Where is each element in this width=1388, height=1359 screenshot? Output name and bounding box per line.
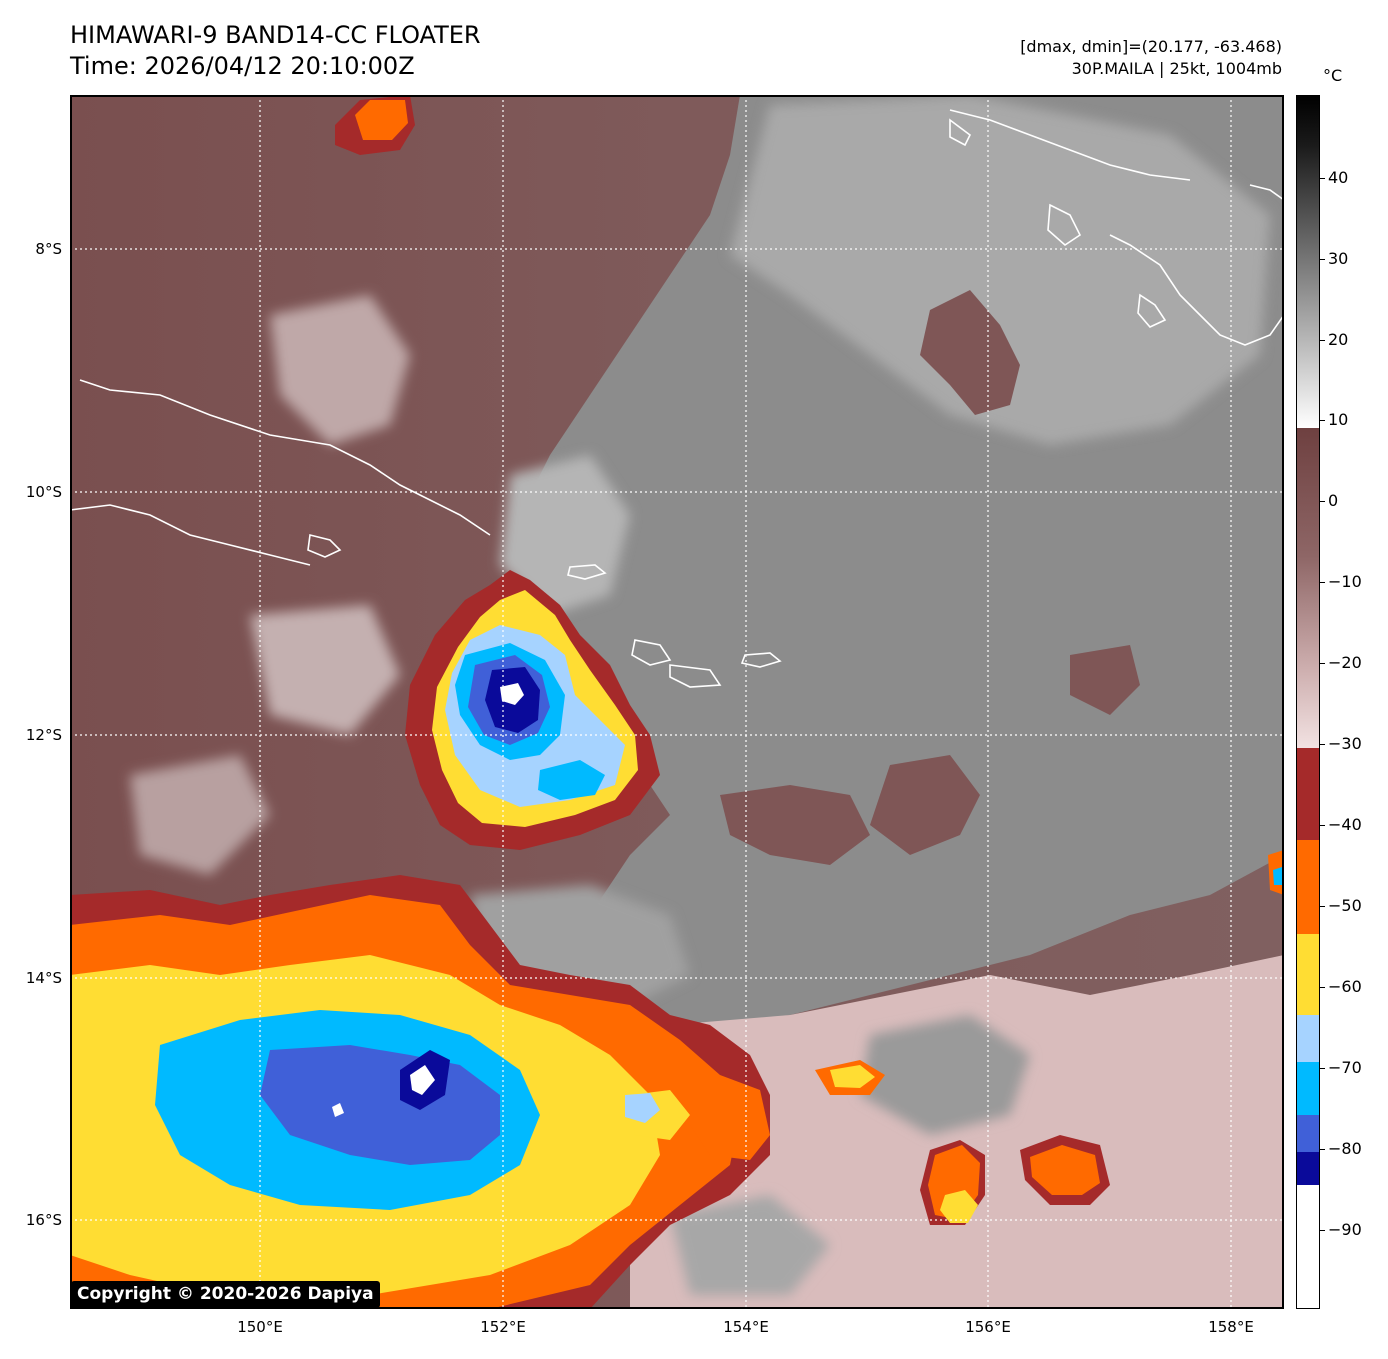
sw-complex-white [410, 1065, 435, 1095]
warm-pocket-4 [1070, 645, 1140, 715]
title-line-1: HIMAWARI-9 BAND14-CC FLOATER [70, 21, 481, 49]
lon-label-158e: 158°E [1208, 1318, 1254, 1336]
lon-label-156e: 156°E [965, 1318, 1011, 1336]
cbar-tick [1320, 420, 1325, 421]
lat-label-8s: 8°S [35, 240, 62, 258]
coast-louisiade-2 [669, 664, 722, 688]
storm-band-cyan [538, 760, 605, 800]
cbar-navy-segment [1296, 1152, 1320, 1185]
cbar-label-40: 40 [1328, 168, 1349, 187]
lat-label-16s: 16°S [25, 1211, 62, 1229]
coast-solomon-2 [1137, 293, 1167, 328]
cbar-tick [1320, 1068, 1325, 1069]
title-line-2: Time: 2026/04/12 20:10:00Z [70, 52, 415, 80]
coast-new-britain-2 [949, 118, 972, 147]
cbar-lightblue-segment [1296, 1015, 1320, 1062]
cbar-label-minus10: −10 [1328, 572, 1362, 591]
cbar-tick [1320, 178, 1325, 179]
west-light-patch-1 [270, 295, 410, 445]
warm-pocket-1 [920, 290, 1020, 415]
west-light-patch-3 [130, 755, 270, 875]
coast-new-britain [949, 109, 1191, 181]
sw-complex-white-2 [332, 1103, 344, 1117]
coast-east-island [1249, 184, 1284, 201]
cbar-label-minus60: −60 [1328, 977, 1362, 996]
cell-yellow-2 [940, 1190, 978, 1223]
coast-louisiade-1 [631, 639, 672, 666]
storm-core-white [500, 683, 524, 705]
cbar-white-segment [1296, 1185, 1320, 1309]
lon-gridlines [259, 95, 1232, 1309]
cbar-tick [1320, 663, 1325, 664]
cbar-darkred-segment [1296, 748, 1320, 840]
colorbar-unit: °C [1323, 66, 1343, 85]
cbar-label-minus80: −80 [1328, 1139, 1362, 1158]
west-light-patch-2 [250, 605, 400, 735]
coast-island-1 [307, 534, 342, 558]
cbar-label-minus40: −40 [1328, 815, 1362, 834]
coast-bougainville [1109, 234, 1284, 346]
cbar-label-0: 0 [1328, 491, 1339, 510]
cell-yellow-1 [830, 1065, 875, 1088]
lon-label-150e: 150°E [237, 1318, 283, 1336]
cell-orange-3 [1030, 1145, 1100, 1195]
cbar-tick [1320, 1230, 1325, 1231]
coast-papuan-peninsula [70, 504, 311, 566]
coast-island-2 [567, 564, 607, 580]
coast-new-guinea-east [79, 379, 491, 536]
lon-label-152e: 152°E [480, 1318, 526, 1336]
cbar-tick [1320, 987, 1325, 988]
lat-label-10s: 10°S [25, 483, 62, 501]
cbar-tick [1320, 906, 1325, 907]
warm-pocket-2 [720, 785, 870, 865]
warm-pocket-3 [870, 755, 980, 855]
lat-label-12s: 12°S [25, 726, 62, 744]
lon-label-154e: 154°E [723, 1318, 769, 1336]
cbar-label-minus90: −90 [1328, 1220, 1362, 1239]
cbar-label-minus20: −20 [1328, 653, 1362, 672]
lat-label-14s: 14°S [25, 969, 62, 987]
cbar-label-minus50: −50 [1328, 896, 1362, 915]
cbar-tick [1320, 501, 1325, 502]
copyright-label: Copyright © 2020-2026 Dapiya [71, 1281, 380, 1308]
cbar-warm-segment [1296, 428, 1320, 748]
storm-text: 30P.MAILA | 25kt, 1004mb [1071, 59, 1282, 78]
cbar-gray-segment [1296, 95, 1320, 428]
cbar-tick [1320, 582, 1325, 583]
cbar-label-30: 30 [1328, 249, 1349, 268]
cbar-label-minus30: −30 [1328, 734, 1362, 753]
cbar-frame [1296, 95, 1320, 1309]
lat-gridlines [70, 248, 1284, 1221]
cbar-tick [1320, 1149, 1325, 1150]
cell-lightblue-4 [625, 1093, 660, 1123]
cbar-label-minus70: −70 [1328, 1058, 1362, 1077]
satellite-map [70, 95, 1284, 1309]
cbar-tick [1320, 259, 1325, 260]
map-frame [70, 95, 1284, 1309]
colorbar [1296, 95, 1320, 1309]
cbar-label-20: 20 [1328, 330, 1349, 349]
cbar-tick [1320, 744, 1325, 745]
cbar-royalblue-segment [1296, 1115, 1320, 1152]
range-text: [dmax, dmin]=(20.177, -63.468) [1020, 37, 1282, 56]
coastlines [70, 109, 1284, 688]
cbar-tick [1320, 340, 1325, 341]
cell-east-edge-cyan [1273, 867, 1283, 885]
cbar-yellow-segment [1296, 934, 1320, 1015]
cbar-orange-segment [1296, 840, 1320, 934]
coast-louisiade-3 [740, 652, 782, 668]
gray-cloud-light [730, 95, 1270, 445]
coast-solomon-1 [1047, 203, 1082, 247]
cbar-tick [1320, 825, 1325, 826]
cbar-label-10: 10 [1328, 410, 1349, 429]
cell-orange-4 [680, 1075, 770, 1160]
cell-north-orange [355, 100, 408, 140]
cbar-cyan-segment [1296, 1062, 1320, 1115]
